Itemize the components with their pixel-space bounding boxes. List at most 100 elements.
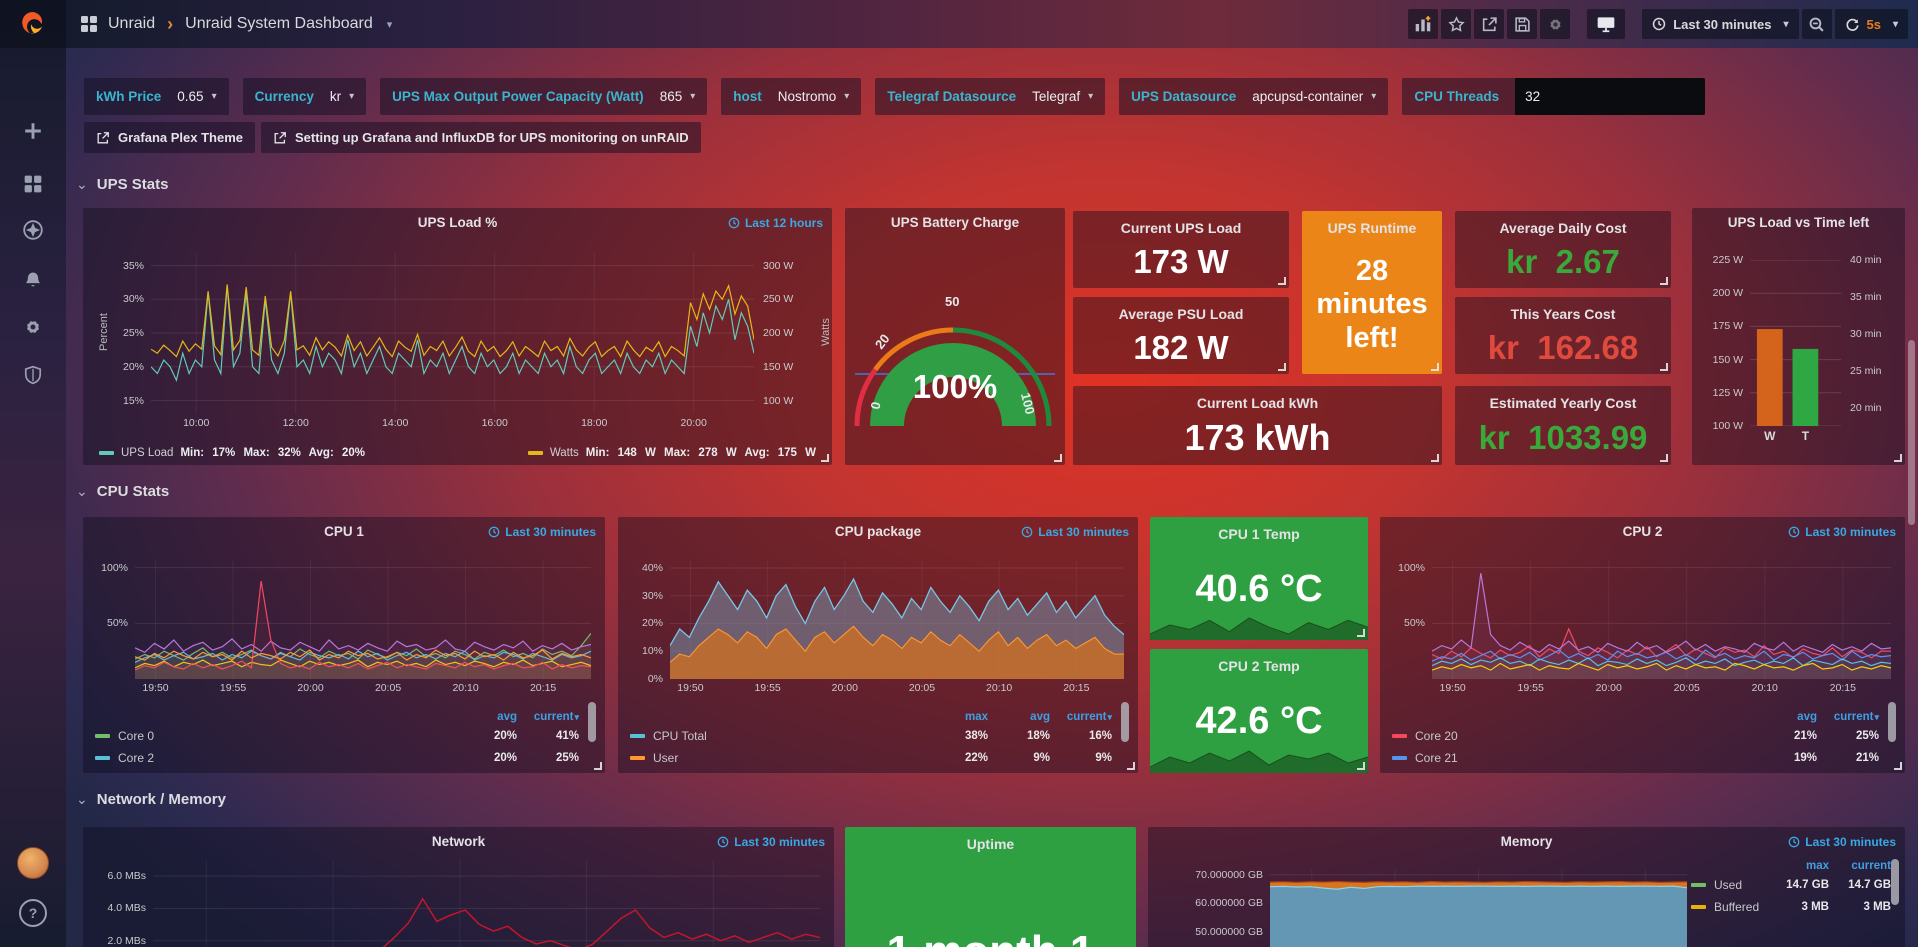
stat-current-load-kwh[interactable]: Current Load kWh 173 kWh <box>1073 386 1442 465</box>
legend-item[interactable]: Watts Min: 148 W Max: 278 W Avg: 175 W <box>527 447 816 459</box>
link-grafana-plex-theme[interactable]: Grafana Plex Theme <box>84 122 255 153</box>
panel-timerange[interactable]: Last 12 hours <box>728 216 823 230</box>
panel-title[interactable]: CPU 2 <box>1622 524 1663 539</box>
stat-this-years-cost[interactable]: This Years Cost kr 162.68 <box>1455 297 1671 374</box>
legend-scrollbar[interactable] <box>588 702 596 742</box>
ups-load-chart[interactable]: 35% 30% 25% 20% 15% 300 W 250 W 200 W 150 W 100 W… <box>122 259 794 429</box>
sidebar-admin-shield-icon[interactable] <box>0 357 66 393</box>
cpu-threads-input[interactable]: 32 <box>1515 78 1706 115</box>
legend-row[interactable]: Buffered 3 MB 3 MB <box>1691 896 1891 918</box>
legend-row[interactable]: Core 20 21% 25% <box>1392 725 1879 747</box>
sidebar-configuration-icon[interactable] <box>0 309 66 345</box>
dropdown-caret-icon: ▾ <box>844 91 850 102</box>
grafana-logo[interactable] <box>0 0 66 48</box>
variable-ups-max-output[interactable]: UPS Max Output Power Capacity (Watt) 865 ▾ <box>380 78 708 115</box>
stat-average-psu-load[interactable]: Average PSU Load 182 W <box>1073 297 1289 374</box>
variable-ups-datasource[interactable]: UPS Datasource apcupsd-container ▾ <box>1119 78 1389 115</box>
refresh-caret-icon: ▾ <box>1892 18 1898 30</box>
cpu2-chart[interactable]: 100% 50% 19:50 19:55 20:00 20:05 20:10 20:15 <box>1398 561 1891 694</box>
legend-row[interactable]: CPU Total 38% 18% 16% <box>630 725 1112 747</box>
stat-cpu1-temp[interactable]: CPU 1 Temp 40.6 °C <box>1150 517 1368 640</box>
sort-caret-icon: ▾ <box>1107 711 1112 722</box>
stat-uptime[interactable]: Uptime 1 month 1 <box>845 827 1136 947</box>
panel-title[interactable]: UPS Load % <box>417 215 498 230</box>
refresh-button[interactable]: 5s ▾ <box>1834 9 1908 39</box>
apps-grid-icon[interactable] <box>80 15 98 33</box>
legend-scrollbar[interactable] <box>1891 859 1899 905</box>
network-chart[interactable]: 6.0 MBs 4.0 MBs 2.0 MBs <box>107 860 820 947</box>
zoom-out-button[interactable] <box>1801 9 1832 39</box>
legend-row[interactable]: Core 0 20% 41% <box>95 725 579 747</box>
page-scrollbar[interactable] <box>1908 340 1915 525</box>
save-button[interactable] <box>1507 9 1538 39</box>
cpu1-chart[interactable]: 100% 50% 19:50 19:55 20:00 20:05 20:10 20:15 <box>101 561 591 694</box>
dashboard-dropdown-caret-icon[interactable]: ▾ <box>386 18 393 31</box>
breadcrumb-chevron-icon: › <box>167 13 174 34</box>
memory-chart[interactable]: 70.000000 GB 60.000000 GB 50.000000 GB <box>1195 869 1687 947</box>
legend-row[interactable]: Core 21 19% 21% <box>1392 747 1879 769</box>
panel-timerange[interactable]: Last 30 minutes <box>488 525 596 539</box>
nav-actions: Last 30 minutes ▾ 5s ▾ <box>1405 9 1908 39</box>
panel-title[interactable]: CPU 1 <box>324 524 364 539</box>
clock-icon <box>1788 836 1800 848</box>
dropdown-caret-icon: ▾ <box>1088 91 1094 102</box>
stat-current-ups-load[interactable]: Current UPS Load 173 W <box>1073 211 1289 288</box>
user-avatar[interactable] <box>0 845 66 881</box>
time-caret-icon: ▾ <box>1783 18 1789 30</box>
panel-timerange[interactable]: Last 30 minutes <box>1788 525 1896 539</box>
tv-kiosk-button[interactable] <box>1587 9 1626 39</box>
load-vs-time-bar-chart[interactable]: 225 W 200 W 175 W 150 W 125 W 100 W 40 min 35 m… <box>1712 254 1882 443</box>
stat-estimated-yearly-cost[interactable]: Estimated Yearly Cost kr 1033.99 <box>1455 386 1671 465</box>
sidebar-explore-icon[interactable] <box>0 212 66 248</box>
breadcrumb-dashboard-title[interactable]: Unraid System Dashboard <box>185 15 373 32</box>
panel-title[interactable]: Memory <box>1500 834 1553 849</box>
dashboard-links: Grafana Plex Theme Setting up Grafana an… <box>84 122 701 153</box>
sidebar-add-icon[interactable] <box>0 113 66 149</box>
time-range-picker[interactable]: Last 30 minutes ▾ <box>1642 9 1799 39</box>
panel-title[interactable]: Network <box>431 834 486 849</box>
dropdown-caret-icon: ▾ <box>211 91 217 102</box>
star-button[interactable] <box>1441 9 1472 39</box>
legend-item[interactable]: UPS Load Min: 17% Max: 32% Avg: 20% <box>99 447 365 459</box>
panel-title[interactable]: UPS Battery Charge <box>890 215 1020 230</box>
panel-network: Network Last 30 minutes 6.0 MBs 4.0 MBs 2.… <box>83 827 834 947</box>
sidebar-alerting-icon[interactable] <box>0 262 66 298</box>
section-network-memory[interactable]: ⌄ Network / Memory <box>76 791 226 808</box>
clock-icon <box>1788 526 1800 538</box>
panel-ups-load-vs-time-left: UPS Load vs Time left 225 W 200 W 175 W 150… <box>1692 208 1905 465</box>
variable-host[interactable]: host Nostromo ▾ <box>721 78 862 115</box>
stat-cpu2-temp[interactable]: CPU 2 Temp 42.6 °C <box>1150 649 1368 773</box>
share-button[interactable] <box>1474 9 1505 39</box>
legend-row[interactable]: Core 2 20% 25% <box>95 747 579 769</box>
panel-ups-battery-charge: UPS Battery Charge 0 20 50 100 100% <box>845 208 1065 465</box>
cpu-package-chart[interactable]: 40% 30% 20% 10% 0% 19:50 19:55 20:00 20:05 20:10 2… <box>642 561 1124 694</box>
legend-row[interactable]: User 22% 9% 9% <box>630 747 1112 769</box>
clock-icon <box>728 217 740 229</box>
panel-title[interactable]: CPU package <box>834 524 922 539</box>
panel-timerange[interactable]: Last 30 minutes <box>1021 525 1129 539</box>
refresh-icon <box>1845 18 1859 31</box>
breadcrumb: Unraid › Unraid System Dashboard ▾ <box>80 0 392 48</box>
panel-timerange[interactable]: Last 30 minutes <box>717 835 825 849</box>
battery-gauge[interactable] <box>845 236 1065 459</box>
breadcrumb-app[interactable]: Unraid <box>108 15 156 32</box>
settings-gear-icon[interactable] <box>1540 9 1571 39</box>
stat-ups-runtime[interactable]: UPS Runtime 28 minutes left! <box>1302 211 1442 374</box>
sidebar-dashboards-icon[interactable] <box>0 166 66 202</box>
legend-scrollbar[interactable] <box>1121 702 1129 742</box>
panel-cpu-2: CPU 2 Last 30 minutes 100% 50% 19:50 19:55 2… <box>1380 517 1905 773</box>
variable-kwh-price[interactable]: kWh Price 0.65 ▾ <box>84 78 229 115</box>
variable-telegraf-datasource[interactable]: Telegraf Datasource Telegraf ▾ <box>875 78 1106 115</box>
legend-row[interactable]: Used 14.7 GB 14.7 GB <box>1691 874 1891 896</box>
section-cpu-stats[interactable]: ⌄ CPU Stats <box>76 483 170 500</box>
section-ups-stats[interactable]: ⌄ UPS Stats <box>76 176 169 193</box>
panel-title[interactable]: UPS Load vs Time left <box>1727 215 1870 230</box>
help-icon[interactable]: ? <box>0 895 66 931</box>
add-panel-button[interactable] <box>1408 9 1439 39</box>
link-grafana-influxdb-guide[interactable]: Setting up Grafana and InfluxDB for UPS … <box>261 122 701 153</box>
legend-scrollbar[interactable] <box>1888 702 1896 742</box>
panel-timerange[interactable]: Last 30 minutes <box>1788 835 1896 849</box>
stat-average-daily-cost[interactable]: Average Daily Cost kr 2.67 <box>1455 211 1671 288</box>
variable-currency[interactable]: Currency kr ▾ <box>242 78 367 115</box>
